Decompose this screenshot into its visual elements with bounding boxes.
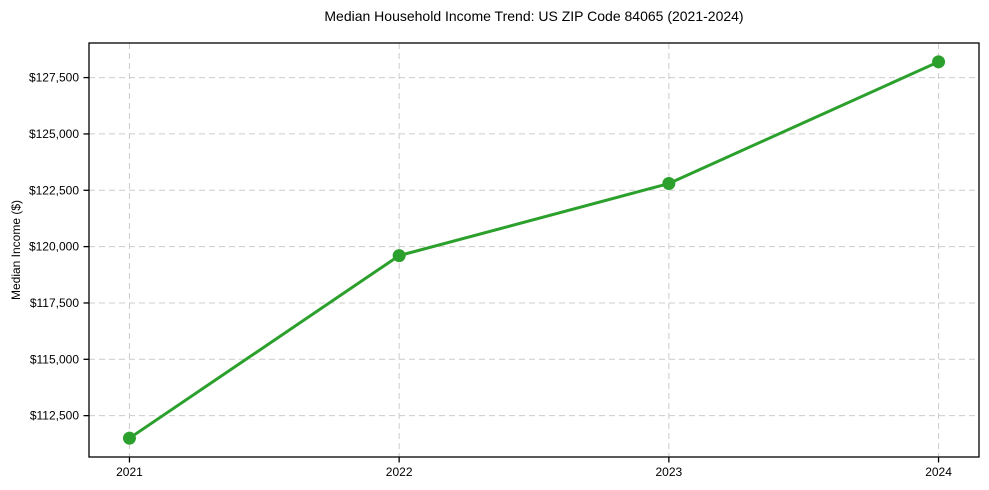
data-point-2024	[932, 55, 946, 69]
y-tick-label: $112,500	[30, 409, 79, 423]
data-series-layer	[122, 55, 946, 445]
axis-layer: $112,500 $115,000 $117,500 $120,000 $122,500…	[29, 71, 952, 479]
y-tick-label: $125,000	[29, 127, 79, 141]
data-line	[128, 60, 940, 440]
chart-title: Median Household Income Trend: US ZIP Co…	[324, 8, 743, 24]
data-point-2021	[122, 431, 136, 445]
x-tick-label: 2021	[116, 465, 143, 479]
data-point-2022	[392, 249, 406, 263]
y-axis-label: Median Income ($)	[9, 200, 23, 300]
y-tick-label: $115,000	[30, 352, 79, 366]
y-tick-label: $117,500	[30, 296, 79, 310]
plot-border	[88, 42, 980, 458]
y-tick-label: $120,000	[29, 240, 79, 254]
y-tick-label: $127,500	[29, 71, 79, 85]
x-tick-label: 2023	[655, 465, 682, 479]
y-tick-label: $122,500	[29, 183, 79, 197]
x-tick-label: 2022	[386, 465, 413, 479]
x-tick-label: 2024	[925, 465, 952, 479]
grid-layer	[89, 43, 979, 457]
data-point-2023	[662, 177, 676, 191]
